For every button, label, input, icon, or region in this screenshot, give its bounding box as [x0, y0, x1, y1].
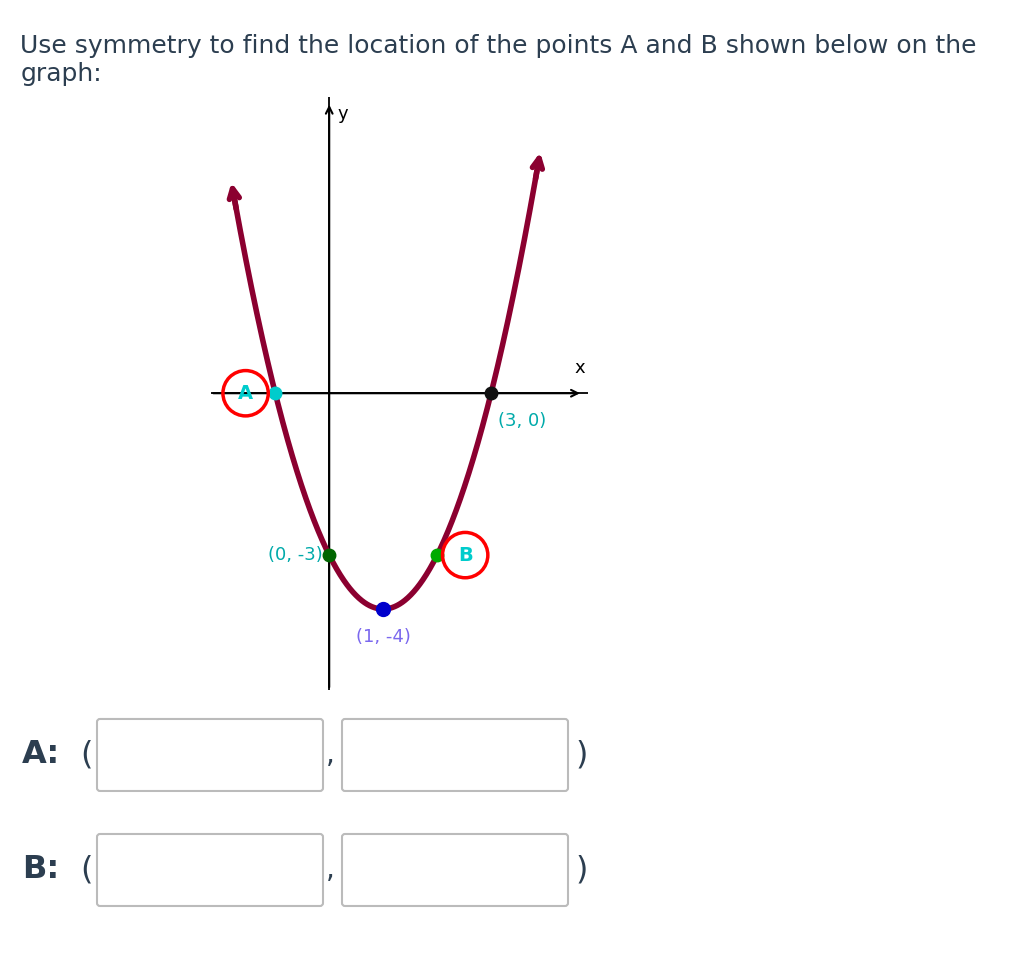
- FancyBboxPatch shape: [97, 834, 323, 906]
- FancyBboxPatch shape: [342, 719, 568, 791]
- Text: B: B: [458, 545, 472, 565]
- Text: ,: ,: [326, 741, 335, 769]
- Text: (3, 0): (3, 0): [498, 412, 546, 430]
- Text: (1, -4): (1, -4): [355, 628, 411, 646]
- Text: A: A: [238, 384, 253, 402]
- Text: ): ): [575, 854, 588, 886]
- Text: ,: ,: [326, 856, 335, 884]
- Text: x: x: [574, 359, 586, 377]
- Text: ): ): [575, 739, 588, 770]
- Text: y: y: [337, 104, 348, 123]
- Text: Use symmetry to find the location of the points A and B shown below on the
graph: Use symmetry to find the location of the…: [20, 34, 977, 86]
- Text: (0, -3): (0, -3): [268, 546, 323, 565]
- FancyBboxPatch shape: [342, 834, 568, 906]
- Text: (: (: [80, 739, 92, 770]
- Text: B:: B:: [22, 854, 59, 886]
- Text: A:: A:: [22, 739, 60, 770]
- FancyBboxPatch shape: [97, 719, 323, 791]
- Text: (: (: [80, 854, 92, 886]
